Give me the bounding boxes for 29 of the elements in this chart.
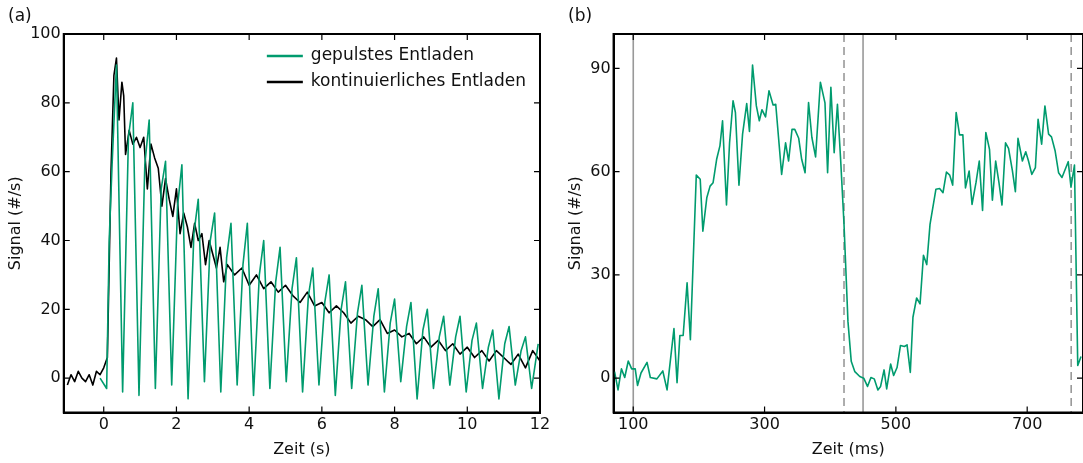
x-tick-label: 2 [171,414,182,434]
x-tick-label: 4 [244,414,255,434]
y-tick-label: 0 [600,367,611,387]
y-tick-label: 0 [50,367,61,387]
x-axis-title: Zeit (ms) [811,438,885,458]
x-tick-label: 12 [529,414,551,434]
y-tick-label: 90 [590,57,611,77]
x-tick-label: 100 [617,414,649,434]
y-axis-title: Signal (#/s) [4,176,24,271]
y-tick-label: 80 [40,91,61,111]
chart-title: (a) [8,4,32,25]
chart-title: (b) [568,4,593,25]
x-tick-label: 8 [389,414,400,434]
x-tick-label: 300 [749,414,780,434]
x-tick-label: 0 [98,414,109,434]
legend-label: gepulstes Entladen [310,44,474,65]
x-tick-label: 6 [316,414,327,434]
x-tick-label: 10 [457,414,478,434]
y-tick-label: 40 [40,229,61,249]
legend-label: kontinuierliches Entladen [310,70,526,91]
y-axis-title: Signal (#/s) [564,176,584,271]
y-tick-label: 60 [590,160,611,180]
y-tick-label: 100 [30,23,61,43]
x-axis-title: Zeit (s) [273,438,331,458]
y-tick-label: 30 [590,264,611,284]
x-tick-label: 500 [880,414,912,434]
x-tick-label: 700 [1011,414,1043,434]
y-tick-label: 60 [40,160,61,180]
y-tick-label: 20 [40,298,61,318]
